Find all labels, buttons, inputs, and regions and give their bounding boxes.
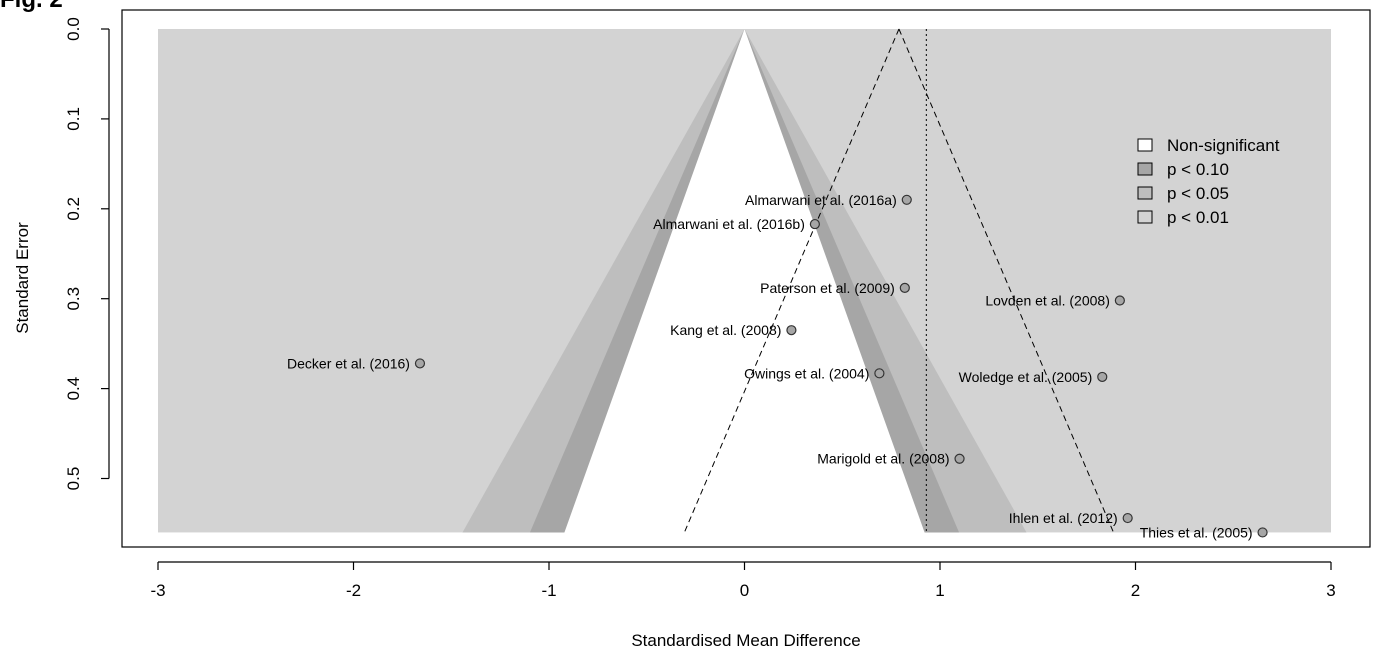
funnel-right-line — [898, 28, 1114, 533]
study-label: Lovden et al. (2008) — [985, 292, 1110, 308]
study-point — [1257, 527, 1268, 538]
study-point — [899, 282, 910, 294]
study-label: Marigold et al. (2008) — [817, 451, 949, 467]
x-axis-label: Standardised Mean Difference — [631, 631, 860, 650]
legend-label: Non-significant — [1167, 136, 1280, 155]
study-points: Almarwani et al. (2016a) Almarwani et al.… — [287, 192, 1268, 540]
x-tick-label: -3 — [150, 581, 165, 600]
legend: Non-significant p < 0.10 p < 0.05 p < 0.01 — [1137, 136, 1280, 227]
reference-lines — [683, 28, 1114, 533]
study-label: Decker et al. (2016) — [287, 355, 410, 371]
legend-label: p < 0.05 — [1167, 184, 1229, 203]
study-label: Ihlen et al. (2012) — [1009, 510, 1118, 526]
legend-swatch — [1137, 186, 1153, 200]
y-tick-label: 0.3 — [64, 287, 83, 311]
study-label: Woledge et al. (2005) — [959, 369, 1093, 385]
study-label: Almarwani et al. (2016b) — [653, 216, 805, 232]
y-tick-label: 0.1 — [64, 107, 83, 131]
study-label: Thies et al. (2005) — [1140, 524, 1253, 540]
figure-label: Fig. 2 — [0, 0, 63, 14]
y-axis: 0.0 0.1 0.2 0.3 0.4 0.5 — [64, 17, 110, 491]
legend-swatch — [1137, 162, 1153, 176]
study-label: Kang et al. (2008) — [670, 322, 781, 338]
study-point — [874, 368, 885, 379]
x-tick-label: -2 — [346, 581, 361, 600]
funnel-left-line — [683, 28, 900, 533]
y-tick-label: 0.5 — [64, 467, 83, 491]
x-axis: -3 -2 -1 0 1 2 3 — [150, 561, 1336, 600]
legend-swatch — [1137, 138, 1153, 152]
study-point — [901, 194, 912, 205]
legend-label: p < 0.10 — [1167, 160, 1229, 179]
y-axis-label: Standard Error — [13, 222, 32, 334]
study-point — [954, 453, 965, 464]
x-tick-label: 2 — [1131, 581, 1140, 600]
legend-label: p < 0.01 — [1167, 208, 1229, 227]
study-point — [1097, 371, 1108, 383]
region-nonsig — [564, 29, 925, 533]
x-tick-label: 3 — [1326, 581, 1335, 600]
study-point — [1114, 295, 1125, 306]
study-label: Paterson et al. (2009) — [760, 280, 895, 296]
study-point — [809, 218, 820, 230]
study-point — [786, 325, 797, 336]
study-point — [1122, 512, 1133, 524]
plot-frame — [121, 9, 1371, 548]
legend-swatch — [1137, 210, 1153, 224]
x-tick-label: 1 — [935, 581, 944, 600]
y-tick-label: 0.4 — [64, 377, 83, 401]
y-tick-label: 0.0 — [64, 17, 83, 41]
x-tick-label: 0 — [740, 581, 749, 600]
study-label: Almarwani et al. (2016a) — [745, 192, 897, 208]
y-tick-label: 0.2 — [64, 197, 83, 221]
study-label: Owings et al. (2004) — [744, 365, 869, 381]
study-point — [414, 358, 426, 369]
x-tick-label: -1 — [541, 581, 556, 600]
significance-contours — [158, 29, 1331, 533]
